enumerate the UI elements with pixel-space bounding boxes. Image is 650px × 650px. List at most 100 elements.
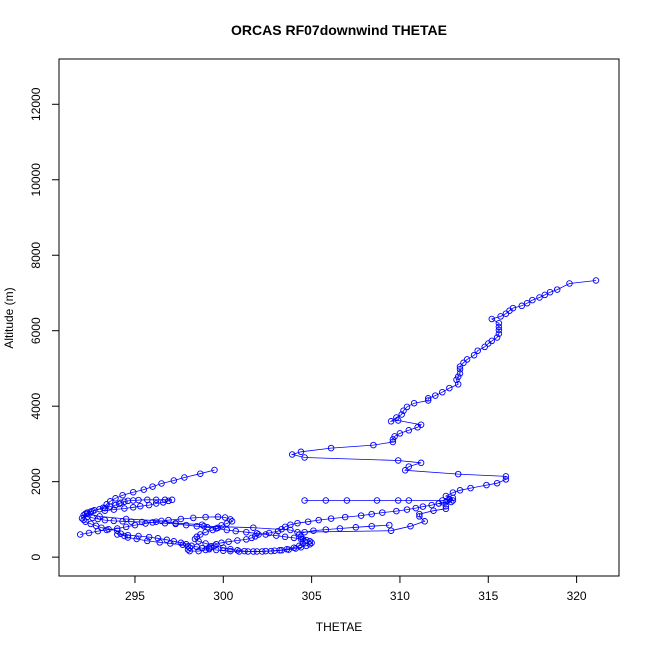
x-tick-label: 320: [567, 589, 587, 603]
data-point: [161, 496, 169, 504]
data-points: [76, 277, 600, 555]
data-point: [442, 502, 450, 510]
data-point: [387, 527, 395, 534]
data-point: [481, 343, 488, 351]
data-point: [76, 531, 84, 538]
data-point: [301, 497, 308, 504]
data-point: [463, 356, 471, 363]
data-point: [193, 522, 201, 530]
data-point: [493, 334, 501, 341]
data-point: [322, 497, 330, 504]
data-point: [281, 533, 289, 541]
data-point: [485, 340, 492, 347]
data-point: [456, 487, 464, 494]
data-point: [91, 507, 98, 514]
data-point: [161, 519, 169, 527]
data-point: [495, 326, 503, 334]
data-point: [453, 376, 460, 384]
data-point: [170, 477, 178, 484]
data-point: [181, 474, 188, 481]
data-point: [248, 534, 255, 542]
data-point: [483, 481, 490, 489]
data-point: [308, 539, 315, 547]
data-point: [394, 457, 402, 464]
data-point: [495, 330, 503, 337]
data-point: [592, 277, 600, 284]
data-point: [152, 500, 160, 507]
x-axis: 295 300 305 310 315 320: [125, 575, 587, 603]
data-point: [322, 526, 330, 533]
data-point: [212, 525, 220, 532]
data-point: [244, 548, 252, 555]
data-point: [389, 438, 397, 446]
data-point: [368, 522, 375, 530]
data-point: [412, 504, 420, 512]
data-point: [177, 539, 185, 547]
data-point: [467, 484, 474, 492]
data-point: [131, 521, 139, 529]
data-point: [122, 523, 130, 531]
x-tick-label: 295: [125, 589, 145, 603]
data-point: [566, 280, 573, 287]
data-point: [220, 547, 227, 554]
data-point: [253, 548, 261, 555]
data-point: [202, 513, 209, 521]
y-tick-label: 2000: [29, 468, 43, 495]
y-tick-label: 0: [29, 553, 43, 560]
data-point: [470, 351, 478, 359]
data-point: [400, 407, 407, 414]
data-point: [225, 538, 232, 545]
y-axis-label: Altitude (m): [2, 287, 16, 348]
data-point: [190, 514, 197, 522]
data-point: [186, 544, 193, 551]
data-point: [405, 463, 413, 470]
data-point: [474, 347, 481, 354]
data-point: [142, 520, 149, 527]
data-point: [274, 527, 282, 535]
plot-frame: [58, 58, 620, 577]
data-point: [502, 310, 510, 317]
data-point: [138, 518, 146, 526]
data-point: [299, 535, 307, 543]
data-point: [144, 496, 151, 504]
data-point: [149, 519, 156, 526]
data-point: [454, 470, 462, 478]
data-point: [163, 536, 171, 544]
data-point: [234, 547, 241, 554]
data-point: [407, 522, 414, 530]
data-point: [446, 495, 453, 503]
data-point: [379, 509, 386, 516]
data-point: [167, 540, 174, 547]
data-point: [235, 548, 243, 555]
data-point: [271, 547, 278, 554]
x-tick-label: 300: [213, 589, 233, 603]
data-point: [121, 498, 128, 505]
data-point: [144, 537, 151, 545]
data-point: [405, 497, 413, 504]
data-point: [220, 544, 227, 551]
data-point: [87, 508, 95, 515]
data-point: [262, 547, 269, 555]
data-point: [115, 500, 123, 508]
data-point: [101, 516, 109, 524]
data-point: [114, 531, 121, 538]
data-point: [493, 479, 501, 487]
data-point: [417, 459, 425, 467]
data-point: [287, 521, 294, 528]
y-axis: 0 2000 4000 6000 8000 10000 12000: [29, 87, 60, 560]
data-point: [396, 430, 404, 437]
data-point: [449, 497, 457, 504]
series-lines: [80, 280, 597, 552]
data-point: [232, 527, 239, 535]
data-point: [518, 302, 526, 310]
data-point: [110, 517, 118, 525]
data-point: [273, 532, 280, 539]
data-point: [553, 286, 561, 293]
data-point: [262, 531, 269, 538]
data-point: [121, 532, 128, 540]
data-point: [460, 359, 467, 367]
data-point: [288, 451, 296, 458]
data-point: [200, 522, 208, 530]
data-point: [152, 518, 160, 525]
data-point: [149, 483, 156, 490]
